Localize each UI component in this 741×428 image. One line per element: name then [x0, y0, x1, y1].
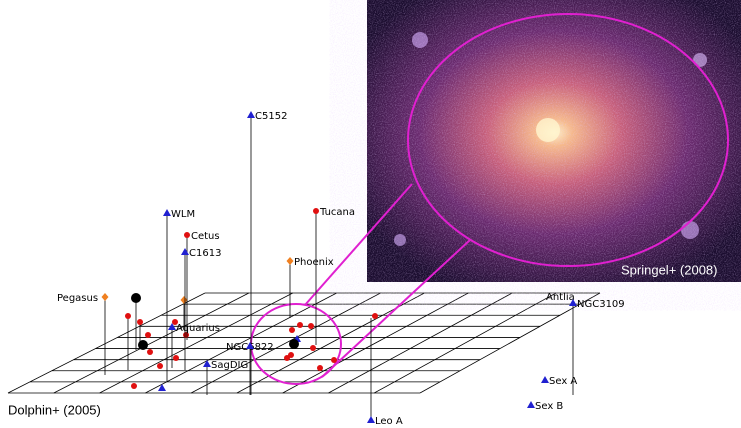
circle-marker — [157, 363, 163, 369]
circle-marker — [331, 357, 337, 363]
triangle-marker — [203, 360, 211, 367]
circle-marker — [145, 332, 151, 338]
grid-line — [7, 292, 206, 394]
triangle-marker — [181, 248, 189, 255]
circle-marker — [313, 208, 319, 214]
galaxy-label: Leo A — [375, 416, 403, 427]
galaxy-label: WLM — [171, 209, 195, 220]
triangle-marker — [569, 299, 577, 306]
triangle-marker — [367, 416, 375, 423]
triangle-marker — [541, 376, 549, 383]
diamond-marker — [180, 296, 188, 304]
triangle-marker — [246, 342, 254, 349]
circle-marker — [173, 355, 179, 361]
grid-line — [374, 292, 557, 394]
circle-marker — [183, 332, 189, 338]
galaxy-label: Phoenix — [294, 257, 334, 268]
circle-marker — [184, 232, 190, 238]
galaxy-label: SagDIG — [211, 360, 248, 371]
circle-marker — [372, 313, 378, 319]
grid-line — [145, 292, 337, 394]
galaxy-label: Sex A — [549, 376, 577, 387]
diamond-marker — [101, 293, 109, 301]
caption: Dolphin+ (2005) — [8, 402, 101, 417]
triangle-marker — [527, 401, 535, 408]
grid-line — [419, 292, 601, 394]
triangle-marker — [158, 384, 166, 391]
circle-marker — [288, 352, 294, 358]
circle-marker — [297, 322, 303, 328]
galaxy-label: Cetus — [191, 231, 220, 242]
galaxy-label: NGC3109 — [577, 299, 625, 310]
grid-line — [282, 292, 469, 394]
grid-line — [99, 292, 293, 394]
circle-marker — [317, 365, 323, 371]
big-marker — [138, 340, 148, 350]
zoom-line — [321, 239, 471, 378]
triangle-marker — [163, 209, 171, 216]
grid-line — [190, 292, 381, 394]
circle-marker — [308, 323, 314, 329]
circle-marker — [131, 383, 137, 389]
circle-marker — [172, 319, 178, 325]
grid-line — [328, 292, 513, 394]
circle-marker — [147, 349, 153, 355]
circle-marker — [310, 345, 316, 351]
triangle-marker — [247, 111, 255, 118]
circle-marker — [125, 313, 131, 319]
simulation-image — [367, 0, 741, 282]
big-marker — [131, 293, 141, 303]
galaxies: C5152WLMCetusC1613PegasusAquariusNGC6822… — [57, 111, 625, 427]
galaxy-label: C1613 — [189, 248, 221, 259]
big-marker — [289, 339, 299, 349]
triangle-marker — [168, 323, 176, 330]
galaxy-label: Aquarius — [176, 323, 220, 334]
galaxy-label: C5152 — [255, 111, 287, 122]
zoom-line — [304, 183, 413, 306]
circle-marker — [137, 319, 143, 325]
grid-line — [53, 292, 250, 394]
galaxy-label: Pegasus — [57, 293, 98, 304]
circle-marker — [289, 327, 295, 333]
diamond-marker — [286, 257, 294, 265]
galaxy-label: Sex B — [535, 401, 563, 412]
galaxy-label: Tucana — [319, 207, 355, 218]
grid-plane — [7, 292, 601, 394]
galaxy-label: Antlia — [546, 292, 575, 303]
inset-caption: Springel+ (2008) — [621, 262, 717, 277]
